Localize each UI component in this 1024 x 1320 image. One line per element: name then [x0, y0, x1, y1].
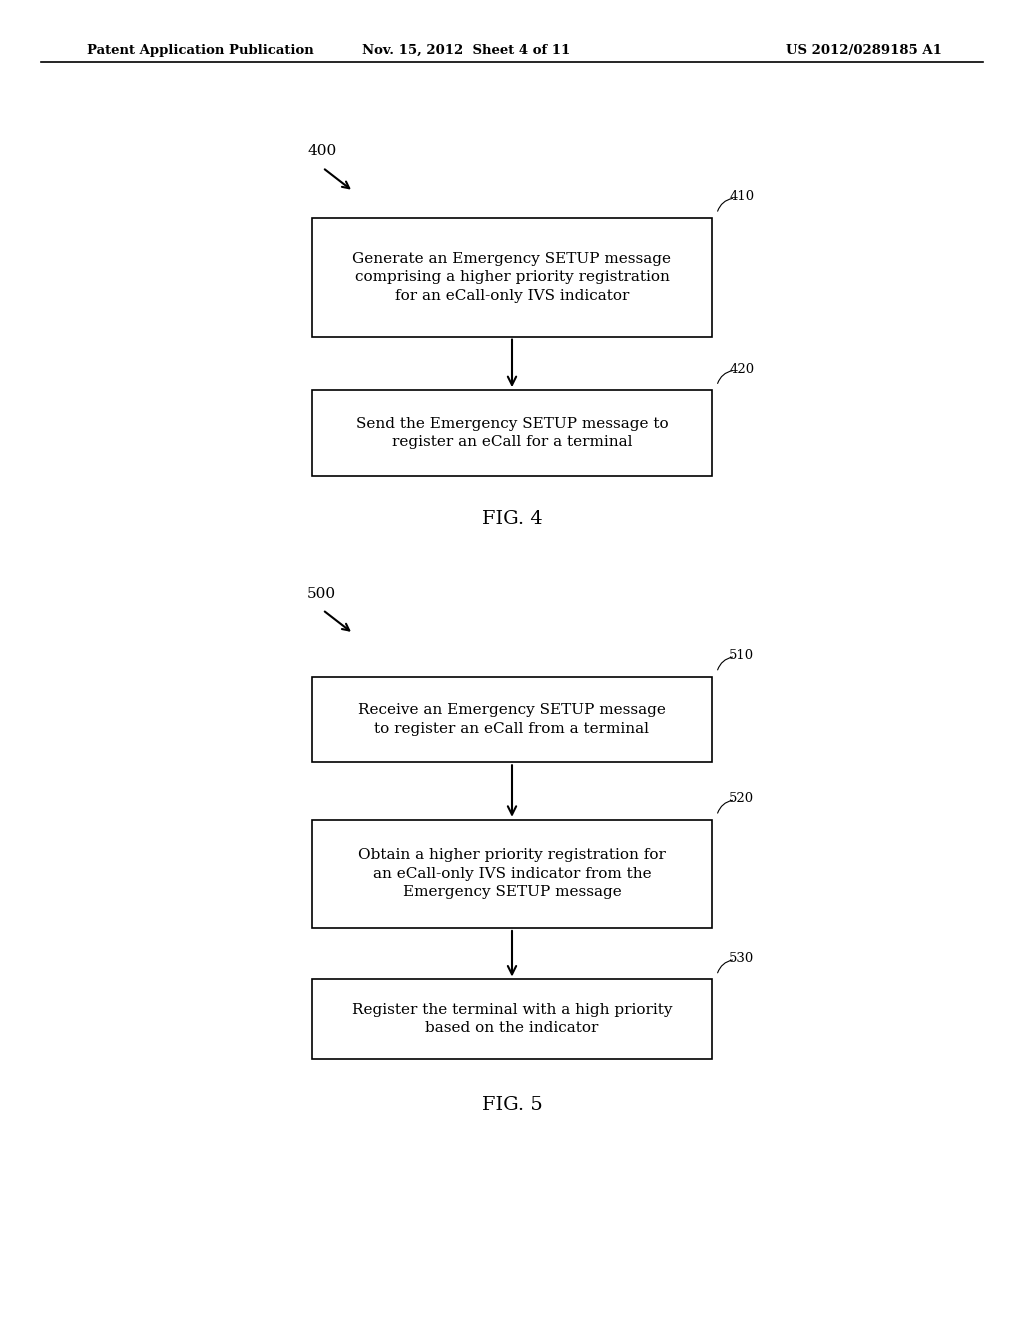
Text: FIG. 5: FIG. 5 [481, 1096, 543, 1114]
Text: US 2012/0289185 A1: US 2012/0289185 A1 [786, 44, 942, 57]
Text: 400: 400 [307, 144, 337, 158]
FancyBboxPatch shape [312, 820, 712, 928]
Text: 530: 530 [729, 952, 755, 965]
FancyBboxPatch shape [312, 389, 712, 475]
FancyBboxPatch shape [312, 676, 712, 763]
FancyBboxPatch shape [312, 218, 712, 337]
Text: 410: 410 [729, 190, 755, 203]
Text: 420: 420 [729, 363, 755, 375]
Text: Nov. 15, 2012  Sheet 4 of 11: Nov. 15, 2012 Sheet 4 of 11 [361, 44, 570, 57]
Text: FIG. 4: FIG. 4 [481, 510, 543, 528]
Text: Send the Emergency SETUP message to
register an eCall for a terminal: Send the Emergency SETUP message to regi… [355, 417, 669, 449]
Text: 520: 520 [729, 792, 755, 805]
Text: Obtain a higher priority registration for
an eCall-only IVS indicator from the
E: Obtain a higher priority registration fo… [358, 849, 666, 899]
Text: Patent Application Publication: Patent Application Publication [87, 44, 313, 57]
Text: 510: 510 [729, 649, 755, 661]
Text: 500: 500 [307, 586, 336, 601]
FancyBboxPatch shape [312, 979, 712, 1059]
Text: Generate an Emergency SETUP message
comprising a higher priority registration
fo: Generate an Emergency SETUP message comp… [352, 252, 672, 302]
Text: Register the terminal with a high priority
based on the indicator: Register the terminal with a high priori… [352, 1003, 672, 1035]
Text: Receive an Emergency SETUP message
to register an eCall from a terminal: Receive an Emergency SETUP message to re… [358, 704, 666, 735]
